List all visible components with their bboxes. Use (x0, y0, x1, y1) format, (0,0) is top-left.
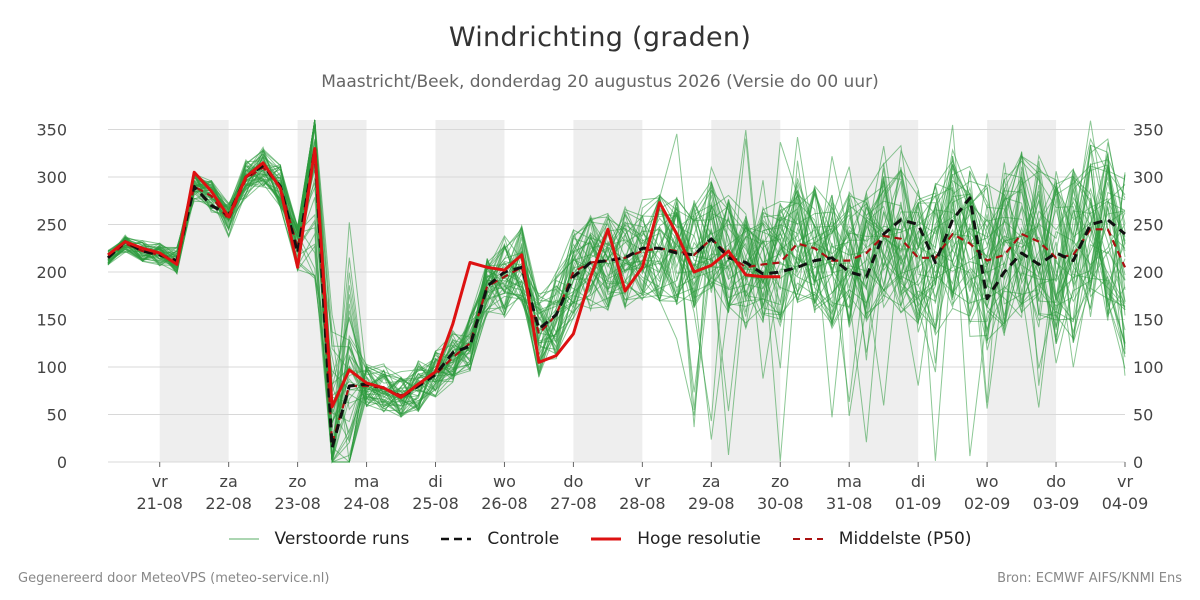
x-tick-day-label: zo (289, 472, 307, 491)
x-tick-date-label: 04-09 (1102, 494, 1149, 513)
y-tick-label-right: 350 (1133, 121, 1164, 140)
x-tick-date-label: 29-08 (688, 494, 735, 513)
y-tick-label-left: 0 (57, 453, 67, 472)
legend: Verstoorde runs Controle Hoge resolutie … (0, 529, 1200, 549)
legend-item-median: Middelste (P50) (792, 529, 972, 549)
x-tick-day-label: vr (1117, 472, 1133, 491)
y-tick-label-right: 300 (1133, 168, 1164, 187)
y-tick-label-right: 200 (1133, 263, 1164, 282)
x-tick-date-label: 27-08 (550, 494, 597, 513)
ensemble-run-line (107, 169, 1126, 423)
x-tick-date-label: 02-09 (964, 494, 1011, 513)
chart-title: Windrichting (graden) (448, 22, 752, 53)
footer-generated-by: Gegenereerd door MeteoVPS (meteo-service… (18, 571, 330, 586)
x-tick-day-label: za (220, 472, 238, 491)
y-tick-label-right: 50 (1133, 406, 1153, 425)
y-tick-label-left: 200 (36, 263, 67, 282)
legend-item-perturbed: Verstoorde runs (228, 529, 410, 549)
legend-swatch-perturbed (228, 538, 259, 540)
ensemble-run-line (107, 120, 1126, 440)
x-tick-date-label: 25-08 (412, 494, 459, 513)
legend-swatch-high-res (591, 537, 622, 541)
ensemble-run-line (107, 119, 1126, 423)
x-tick-date-label: 03-09 (1033, 494, 1080, 513)
chart-subtitle: Maastricht/Beek, donderdag 20 augustus 2… (321, 72, 879, 92)
x-tick-day-label: vr (634, 472, 650, 491)
ensemble-run-line (107, 119, 1126, 464)
legend-label-perturbed: Verstoorde runs (274, 529, 410, 549)
legend-label-control: Controle (487, 529, 560, 549)
y-tick-label-left: 300 (36, 168, 67, 187)
legend-item-high-res: Hoge resolutie (591, 529, 761, 549)
y-tick-label-left: 50 (47, 406, 67, 425)
footer-source: Bron: ECMWF AIFS/KNMI Ens (997, 571, 1182, 586)
y-tick-label-left: 250 (36, 216, 67, 235)
x-tick-day-label: vr (152, 472, 168, 491)
x-tick-date-label: 30-08 (757, 494, 804, 513)
y-tick-label-left: 100 (36, 358, 67, 377)
y-tick-label-right: 100 (1133, 358, 1164, 377)
y-tick-label-left: 350 (36, 121, 67, 140)
ensemble-run-line (107, 152, 1126, 463)
x-tick-day-label: di (428, 472, 443, 491)
x-tick-date-label: 22-08 (205, 494, 252, 513)
legend-item-control: Controle (441, 529, 559, 549)
x-tick-day-label: zo (771, 472, 789, 491)
y-tick-label-left: 150 (36, 311, 67, 330)
legend-swatch-control (441, 537, 472, 541)
y-tick-label-right: 0 (1133, 453, 1143, 472)
x-tick-day-label: za (702, 472, 720, 491)
ensemble-run-line (107, 119, 1126, 411)
x-tick-day-label: di (911, 472, 926, 491)
x-tick-date-label: 28-08 (619, 494, 666, 513)
series-line-hoge-resolutie (107, 147, 781, 409)
x-tick-day-label: ma (837, 472, 862, 491)
x-tick-day-label: do (563, 472, 583, 491)
x-tick-date-label: 24-08 (343, 494, 390, 513)
x-tick-day-label: wo (493, 472, 516, 491)
ensemble-run-line (107, 126, 1126, 422)
legend-label-median: Middelste (P50) (838, 529, 972, 549)
y-tick-label-right: 250 (1133, 216, 1164, 235)
x-tick-day-label: wo (976, 472, 999, 491)
x-tick-day-label: do (1046, 472, 1066, 491)
x-tick-date-label: 21-08 (136, 494, 183, 513)
x-tick-date-label: 31-08 (826, 494, 873, 513)
x-tick-day-label: ma (354, 472, 379, 491)
x-tick-date-label: 26-08 (481, 494, 528, 513)
ensemble-run-line (107, 159, 1126, 463)
x-tick-date-label: 01-09 (895, 494, 942, 513)
y-tick-label-right: 150 (1133, 311, 1164, 330)
legend-swatch-median (792, 538, 823, 540)
x-tick-date-label: 23-08 (274, 494, 321, 513)
legend-label-high-res: Hoge resolutie (637, 529, 761, 549)
